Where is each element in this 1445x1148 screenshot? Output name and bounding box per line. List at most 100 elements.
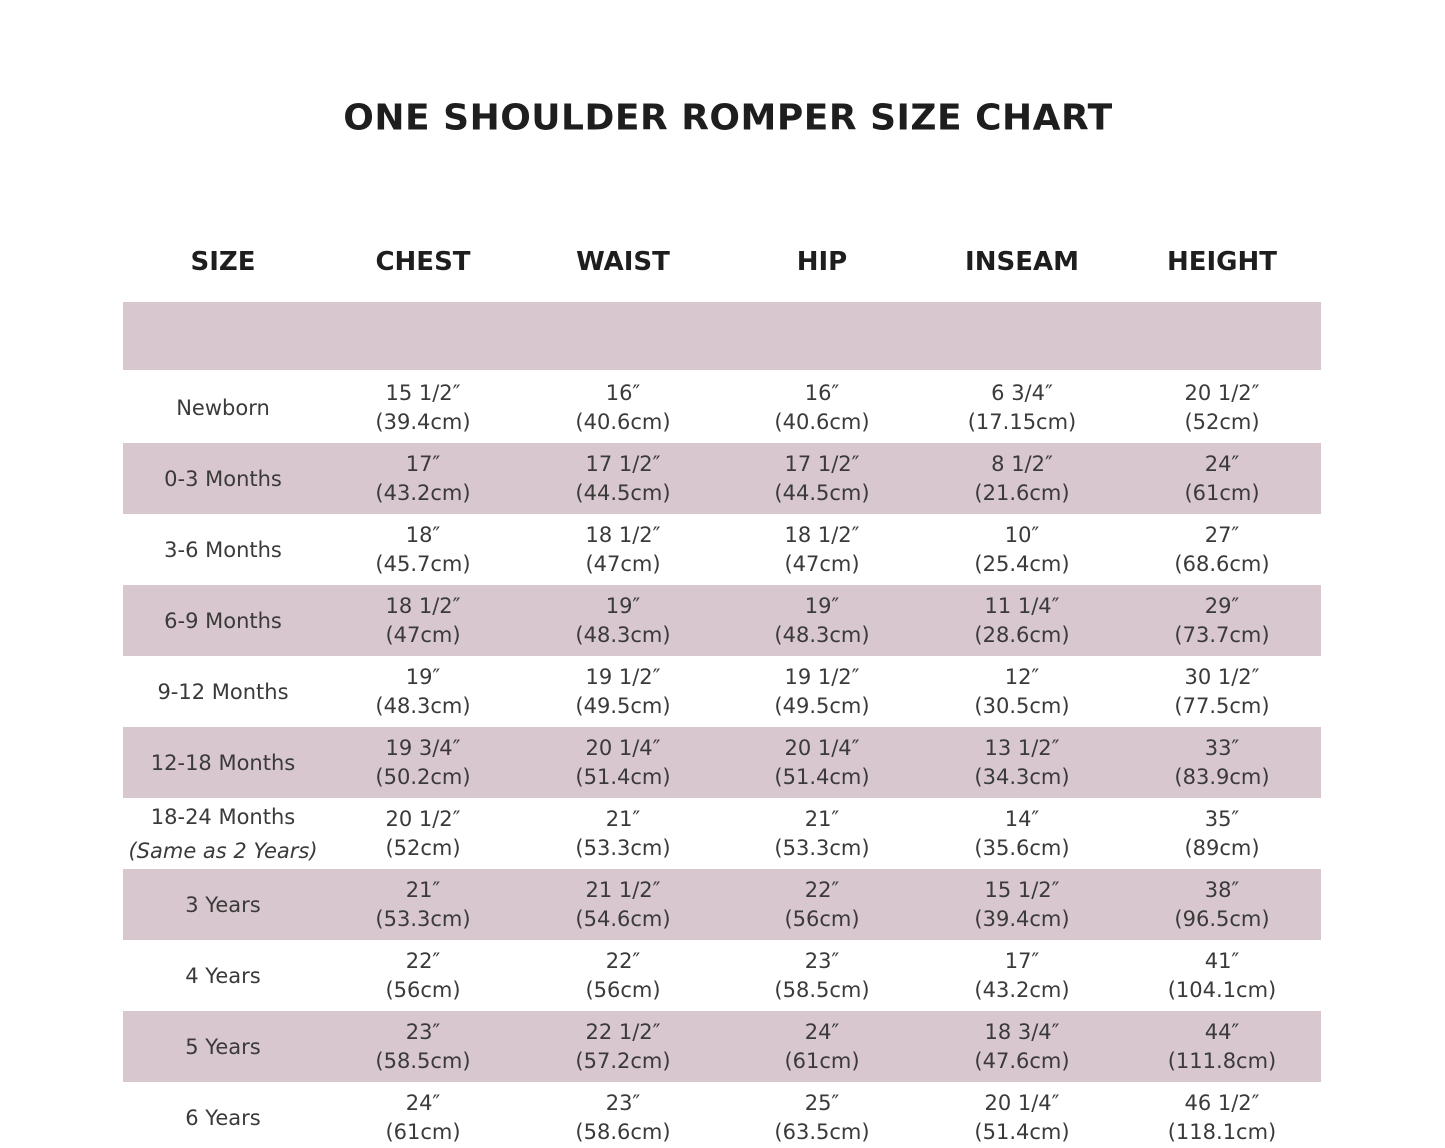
centimeters: (68.6cm)	[1174, 551, 1270, 576]
centimeters: (21.6cm)	[974, 480, 1070, 505]
inches: 18 1/2″	[585, 522, 661, 547]
centimeters: (52cm)	[385, 835, 461, 860]
row-band	[123, 443, 1321, 514]
inches: 19 1/2″	[784, 664, 860, 689]
inches: 35″	[1204, 806, 1240, 831]
inches: 21″	[605, 806, 641, 831]
centimeters: (51.4cm)	[774, 764, 870, 789]
size-label: 3 Years	[185, 892, 261, 917]
centimeters: (35.6cm)	[974, 835, 1070, 860]
inches: 46 1/2″	[1184, 1090, 1260, 1115]
size-label: 3-6 Months	[164, 537, 282, 562]
inches: 16″	[605, 380, 641, 405]
inches: 41″	[1204, 948, 1240, 973]
inches: 21″	[405, 877, 441, 902]
inches: 15 1/2″	[984, 877, 1060, 902]
centimeters: (56cm)	[585, 977, 661, 1002]
title: ONE SHOULDER ROMPER SIZE CHART	[343, 97, 1113, 139]
size-label: 5 Years	[185, 1034, 261, 1059]
centimeters: (44.5cm)	[774, 480, 870, 505]
centimeters: (58.5cm)	[774, 977, 870, 1002]
inches: 18 1/2″	[385, 593, 461, 618]
centimeters: (43.2cm)	[375, 480, 471, 505]
inches: 17″	[1004, 948, 1040, 973]
centimeters: (49.5cm)	[774, 693, 870, 718]
centimeters: (28.6cm)	[974, 622, 1070, 647]
centimeters: (25.4cm)	[974, 551, 1070, 576]
inches: 20 1/2″	[1184, 380, 1260, 405]
row-band	[123, 585, 1321, 656]
centimeters: (51.4cm)	[974, 1119, 1070, 1144]
centimeters: (39.4cm)	[974, 906, 1070, 931]
centimeters: (52cm)	[1184, 409, 1260, 434]
inches: 24″	[405, 1090, 441, 1115]
centimeters: (45.7cm)	[375, 551, 471, 576]
centimeters: (54.6cm)	[575, 906, 671, 931]
centimeters: (17.15cm)	[967, 409, 1077, 434]
row-band	[123, 869, 1321, 940]
column-header: CHEST	[375, 247, 471, 277]
inches: 29″	[1204, 593, 1240, 618]
inches: 17″	[405, 451, 441, 476]
inches: 16″	[804, 380, 840, 405]
column-header: SIZE	[190, 247, 256, 277]
inches: 14″	[1004, 806, 1040, 831]
inches: 6 3/4″	[991, 380, 1053, 405]
size-label: 0-3 Months	[164, 466, 282, 491]
centimeters: (61cm)	[1184, 480, 1260, 505]
centimeters: (48.3cm)	[774, 622, 870, 647]
centimeters: (56cm)	[784, 906, 860, 931]
centimeters: (48.3cm)	[375, 693, 471, 718]
inches: 44″	[1204, 1019, 1240, 1044]
inches: 20 1/4″	[585, 735, 661, 760]
size-label: 6 Years	[185, 1105, 261, 1130]
inches: 11 1/4″	[984, 593, 1060, 618]
inches: 25″	[804, 1090, 840, 1115]
centimeters: (58.5cm)	[375, 1048, 471, 1073]
inches: 33″	[1204, 735, 1240, 760]
inches: 20 1/4″	[784, 735, 860, 760]
centimeters: (61cm)	[385, 1119, 461, 1144]
inches: 18 3/4″	[984, 1019, 1060, 1044]
centimeters: (47cm)	[784, 551, 860, 576]
centimeters: (47cm)	[585, 551, 661, 576]
centimeters: (77.5cm)	[1174, 693, 1270, 718]
centimeters: (44.5cm)	[575, 480, 671, 505]
centimeters: (49.5cm)	[575, 693, 671, 718]
inches: 23″	[405, 1019, 441, 1044]
column-header: HIP	[796, 247, 848, 277]
centimeters: (51.4cm)	[575, 764, 671, 789]
column-header: HEIGHT	[1166, 247, 1278, 277]
inches: 13 1/2″	[984, 735, 1060, 760]
inches: 18 1/2″	[784, 522, 860, 547]
inches: 12″	[1004, 664, 1040, 689]
inches: 8 1/2″	[991, 451, 1053, 476]
centimeters: (48.3cm)	[575, 622, 671, 647]
centimeters: (50.2cm)	[375, 764, 471, 789]
centimeters: (58.6cm)	[575, 1119, 671, 1144]
size-label: 12-18 Months	[150, 750, 296, 775]
size-label: 9-12 Months	[157, 679, 289, 704]
inches: 19″	[804, 593, 840, 618]
centimeters: (96.5cm)	[1174, 906, 1270, 931]
inches: 15 1/2″	[385, 380, 461, 405]
centimeters: (118.1cm)	[1167, 1119, 1277, 1144]
row-band	[123, 727, 1321, 798]
centimeters: (63.5cm)	[774, 1119, 870, 1144]
centimeters: (53.3cm)	[575, 835, 671, 860]
inches: 38″	[1204, 877, 1240, 902]
inches: 23″	[804, 948, 840, 973]
inches: 22″	[605, 948, 641, 973]
centimeters: (57.2cm)	[575, 1048, 671, 1073]
size-label: 6-9 Months	[164, 608, 282, 633]
column-header: WAIST	[576, 247, 670, 277]
inches: 10″	[1004, 522, 1040, 547]
inches: 18″	[405, 522, 441, 547]
inches: 17 1/2″	[784, 451, 860, 476]
centimeters: (47.6cm)	[974, 1048, 1070, 1073]
inches: 27″	[1204, 522, 1240, 547]
inches: 24″	[804, 1019, 840, 1044]
centimeters: (83.9cm)	[1174, 764, 1270, 789]
centimeters: (53.3cm)	[774, 835, 870, 860]
